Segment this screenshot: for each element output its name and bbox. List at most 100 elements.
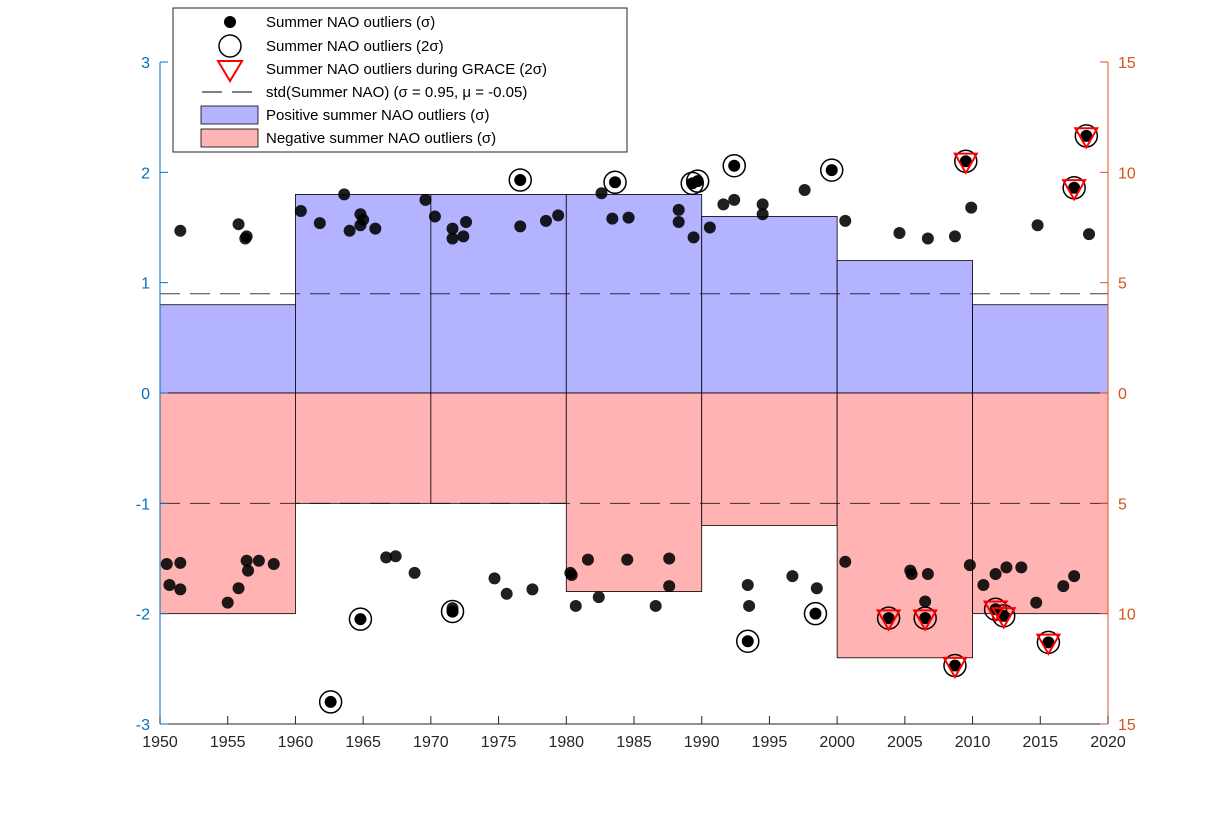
point-2sigma-dot-19 — [1080, 129, 1093, 142]
legend-symbol-2sigma — [218, 34, 242, 58]
positive-bar-1990s — [701, 216, 838, 394]
point-sigma-19 — [539, 214, 552, 227]
point-sigma-39 — [1083, 228, 1096, 241]
y-right-tick-label-2: 5 — [1118, 496, 1127, 513]
point-sigma-30 — [756, 198, 769, 211]
point-2sigma-ring-3 — [508, 168, 532, 192]
point-2sigma-ring-7 — [722, 153, 746, 178]
point-sigma-45 — [232, 582, 245, 595]
y-left-tick-label-1: -2 — [136, 607, 150, 624]
point-sigma-78 — [989, 567, 1002, 580]
x-tick-label-3: 1965 — [345, 734, 381, 751]
point-2sigma-dot-1 — [354, 613, 367, 626]
legend-label-3: std(Summer NAO) (σ = 0.95, μ = -0.05) — [266, 84, 527, 101]
point-sigma-69 — [786, 570, 799, 583]
point-sigma-5 — [313, 217, 326, 230]
legend-symbol-grace — [216, 60, 244, 83]
point-sigma-6 — [338, 188, 351, 201]
x-tick-label-12: 2010 — [955, 734, 991, 751]
point-sigma-41 — [174, 556, 187, 569]
point-sigma-7 — [343, 224, 356, 237]
point-sigma-18 — [514, 220, 527, 233]
x-tick-label-7: 1985 — [616, 734, 652, 751]
point-sigma-42 — [163, 578, 176, 591]
legend-label-5: Negative summer NAO outliers (σ) — [266, 130, 496, 147]
negative-bar-1960s — [295, 392, 432, 504]
point-2sigma-dot-3 — [514, 174, 527, 187]
point-sigma-23 — [622, 211, 635, 224]
point-2sigma-ring-6 — [685, 169, 710, 193]
x-tick-label-8: 1990 — [684, 734, 720, 751]
point-2sigma-ring-2 — [440, 599, 465, 624]
y-left-tick-label-2: -1 — [136, 496, 150, 513]
std-lines — [160, 293, 1108, 504]
point-sigma-62 — [592, 591, 605, 604]
point-sigma-74 — [919, 595, 932, 608]
point-2sigma-dot-18 — [1068, 181, 1081, 194]
point-sigma-40 — [160, 558, 173, 571]
point-2sigma-dot-0 — [324, 695, 337, 708]
point-sigma-37 — [965, 201, 978, 214]
point-grace-triangle-1 — [912, 609, 938, 632]
point-sigma-0 — [174, 224, 187, 237]
positive-bar-2000s — [836, 260, 973, 394]
point-sigma-32 — [798, 183, 811, 196]
point-sigma-48 — [252, 554, 265, 567]
legend-label-4: Positive summer NAO outliers (σ) — [266, 107, 489, 124]
point-sigma-44 — [221, 596, 234, 609]
legend-label-1: Summer NAO outliers (2σ) — [266, 38, 444, 55]
point-grace-triangle-8 — [1073, 127, 1100, 150]
legend-label-2: Summer NAO outliers during GRACE (2σ) — [266, 61, 547, 78]
point-2sigma-dot-8 — [741, 635, 754, 648]
x-tick-label-14: 2020 — [1090, 734, 1126, 751]
point-grace-triangle-0 — [875, 609, 902, 632]
point-sigma-3 — [240, 230, 253, 243]
point-sigma-49 — [267, 558, 280, 571]
point-sigma-21 — [595, 187, 608, 200]
point-sigma-16 — [457, 230, 470, 243]
point-sigma-28 — [717, 198, 730, 211]
x-tick-label-13: 2015 — [1022, 734, 1058, 751]
point-sigma-46 — [240, 554, 253, 567]
point-sigma-47 — [242, 564, 255, 577]
point-sigma-33 — [839, 214, 852, 227]
point-2sigma-ring-0 — [318, 690, 343, 714]
point-sigma-20 — [552, 209, 565, 222]
point-sigma-14 — [446, 222, 459, 235]
point-sigma-67 — [741, 578, 754, 591]
point-sigma-17 — [460, 215, 473, 228]
x-tick-label-0: 1950 — [142, 734, 178, 751]
point-sigma-29 — [728, 193, 741, 206]
x-tick-label-2: 1960 — [278, 734, 314, 751]
point-sigma-51 — [389, 550, 402, 563]
legend: Summer NAO outliers (σ) Summer NAO outlie… — [172, 7, 628, 153]
point-sigma-35 — [921, 232, 934, 245]
axes: 1950 1955 1960 1965 1970 1975 1980 1985 1990 1995… — [136, 55, 1136, 751]
point-2sigma-dot-11 — [882, 612, 895, 625]
point-sigma-27 — [703, 221, 716, 234]
y-right-tick-label-3: 0 — [1118, 386, 1127, 403]
point-2sigma-dot-6 — [691, 175, 704, 188]
negative-bar-1990s — [701, 392, 838, 526]
y-right-tick-label-1: 10 — [1118, 607, 1136, 624]
point-sigma-43 — [174, 583, 187, 596]
point-sigma-55 — [488, 572, 501, 585]
point-sigma-24 — [672, 203, 685, 216]
legend-symbol-positive — [200, 105, 259, 125]
x-tick-label-9: 1995 — [752, 734, 788, 751]
y-left-tick-label-0: -3 — [136, 717, 150, 734]
point-2sigma-dot-10 — [825, 164, 838, 177]
point-sigma-1 — [232, 218, 245, 231]
point-sigma-36 — [948, 230, 961, 243]
point-sigma-13 — [428, 210, 441, 223]
y-left-tick-label-5: 2 — [141, 165, 150, 182]
point-2sigma-dot-17 — [1042, 636, 1055, 649]
point-2sigma-dot-9 — [809, 607, 822, 620]
point-grace-triangle-3 — [953, 152, 979, 175]
point-sigma-71 — [839, 555, 852, 568]
point-grace-triangle-6 — [1035, 633, 1062, 656]
point-sigma-52 — [408, 566, 421, 579]
point-sigma-26 — [687, 231, 700, 244]
point-2sigma-dot-13 — [948, 659, 961, 672]
